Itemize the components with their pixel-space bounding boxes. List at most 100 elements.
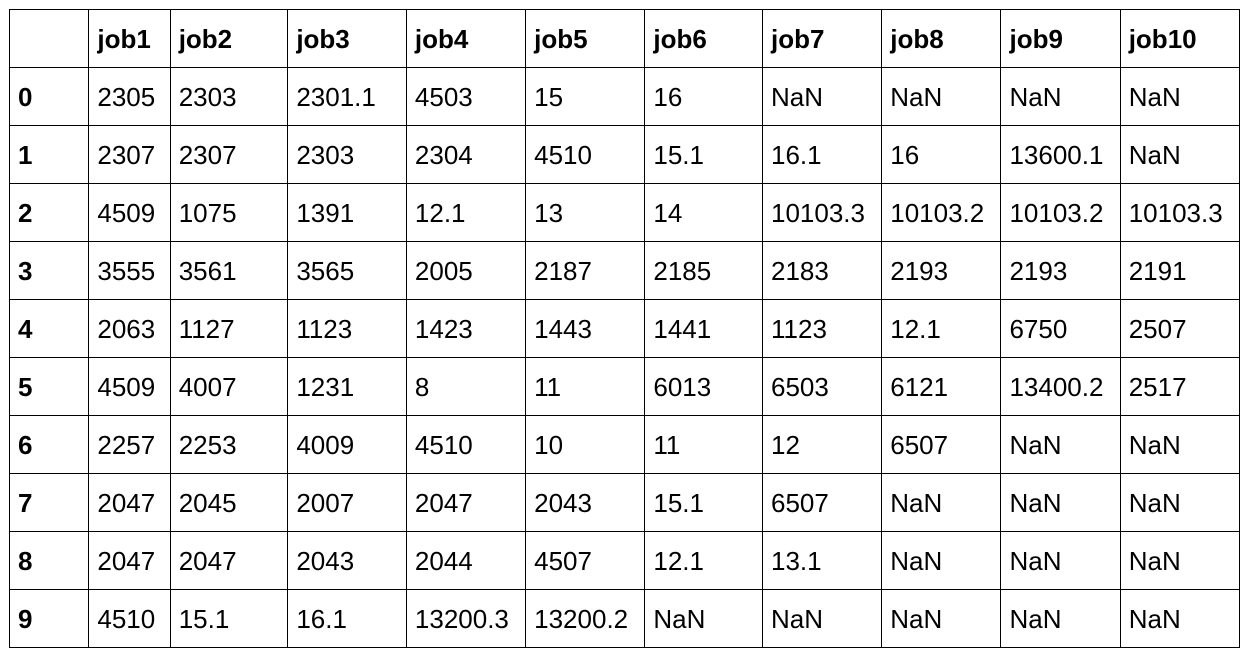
- column-header: job9: [1000, 9, 1121, 68]
- table-cell: 15.1: [169, 589, 289, 648]
- table-cell: 2047: [88, 473, 171, 532]
- table-cell: 3565: [287, 241, 407, 300]
- index-header: [8, 9, 90, 68]
- table-row: 0 2305 2303 2301.1 4503 15 16 NaN NaN NaN NaN: [8, 67, 1240, 126]
- table-cell: 1231: [287, 357, 407, 416]
- table-cell: NaN: [1119, 589, 1240, 648]
- table-row: 3 3555 3561 3565 2005 2187 2185 2183 2193 2193 219…: [8, 241, 1240, 300]
- table-cell: 4007: [169, 357, 289, 416]
- table-cell: 14: [644, 183, 763, 242]
- table-cell: 13.1: [761, 531, 883, 590]
- table-cell: 6121: [881, 357, 1002, 416]
- row-index: 4: [8, 299, 90, 358]
- table-cell: 4510: [88, 589, 171, 648]
- table-row: 1 2307 2307 2303 2304 4510 15.1 16.1 16 13600.1 Na…: [8, 125, 1240, 184]
- table-cell: 10103.3: [1119, 183, 1240, 242]
- table-cell: 1391: [287, 183, 407, 242]
- table-cell: 12.1: [644, 531, 763, 590]
- table-cell: 11: [644, 415, 763, 474]
- table-cell: 2301.1: [287, 67, 407, 126]
- table-cell: 1423: [405, 299, 527, 358]
- table-cell: 1127: [169, 299, 289, 358]
- table-cell: 2045: [169, 473, 289, 532]
- row-index: 9: [8, 589, 90, 648]
- table-cell: NaN: [1000, 473, 1121, 532]
- table-cell: 16.1: [761, 125, 883, 184]
- table-cell: 10103.2: [881, 183, 1002, 242]
- dataframe-table: job1 job2 job3 job4 job5 job6 job7 job8 …: [8, 9, 1240, 648]
- table-cell: 2305: [88, 67, 171, 126]
- table-cell: 15.1: [644, 125, 763, 184]
- table-cell: 2063: [88, 299, 171, 358]
- table-cell: 2307: [88, 125, 171, 184]
- table-cell: 4510: [525, 125, 646, 184]
- table-cell: 2005: [405, 241, 527, 300]
- table-cell: 10103.2: [1000, 183, 1121, 242]
- table-cell: 2047: [405, 473, 527, 532]
- table-cell: NaN: [1000, 531, 1121, 590]
- table-cell: 2307: [169, 125, 289, 184]
- row-index: 3: [8, 241, 90, 300]
- table-cell: 11: [525, 357, 646, 416]
- table-cell: 1075: [169, 183, 289, 242]
- column-header: job1: [88, 9, 171, 68]
- table-cell: 4507: [525, 531, 646, 590]
- table-cell: 2517: [1119, 357, 1240, 416]
- table-cell: 13600.1: [1000, 125, 1121, 184]
- table-cell: 2303: [287, 125, 407, 184]
- table-cell: 2191: [1119, 241, 1240, 300]
- table-cell: 2043: [287, 531, 407, 590]
- table-cell: 6503: [761, 357, 883, 416]
- column-header: job6: [644, 9, 763, 68]
- table-cell: 2253: [169, 415, 289, 474]
- table-cell: 13400.2: [1000, 357, 1121, 416]
- row-index: 2: [8, 183, 90, 242]
- table-cell: NaN: [1000, 415, 1121, 474]
- table-cell: 15.1: [644, 473, 763, 532]
- table-row: 7 2047 2045 2007 2047 2043 15.1 6507 NaN NaN NaN: [8, 473, 1240, 532]
- table-row: 6 2257 2253 4009 4510 10 11 12 6507 NaN NaN: [8, 415, 1240, 474]
- table-cell: NaN: [881, 531, 1002, 590]
- row-index: 8: [8, 531, 90, 590]
- column-header: job3: [287, 9, 407, 68]
- table-cell: NaN: [881, 67, 1002, 126]
- table-cell: 2303: [169, 67, 289, 126]
- table-cell: 2193: [1000, 241, 1121, 300]
- table-cell: 6013: [644, 357, 763, 416]
- column-header: job7: [761, 9, 883, 68]
- table-cell: NaN: [1000, 67, 1121, 126]
- column-header: job8: [881, 9, 1002, 68]
- table-cell: NaN: [881, 589, 1002, 648]
- table-row: 2 4509 1075 1391 12.1 13 14 10103.3 10103.2 10103…: [8, 183, 1240, 242]
- table-body: 0 2305 2303 2301.1 4503 15 16 NaN NaN NaN NaN 1 2307…: [8, 67, 1240, 648]
- table-row: 8 2047 2047 2043 2044 4507 12.1 13.1 NaN NaN NaN: [8, 531, 1240, 590]
- table-cell: 12.1: [881, 299, 1002, 358]
- table-cell: 2507: [1119, 299, 1240, 358]
- table-cell: 13: [525, 183, 646, 242]
- table-cell: NaN: [1119, 473, 1240, 532]
- table-row: 5 4509 4007 1231 8 11 6013 6503 6121 13400.2 2517: [8, 357, 1240, 416]
- table-cell: 12.1: [405, 183, 527, 242]
- table-cell: NaN: [1119, 415, 1240, 474]
- table-cell: 16: [881, 125, 1002, 184]
- table-cell: 2047: [88, 531, 171, 590]
- table-cell: 6507: [881, 415, 1002, 474]
- table-cell: 2044: [405, 531, 527, 590]
- table-cell: NaN: [1119, 125, 1240, 184]
- table-cell: 2304: [405, 125, 527, 184]
- table-cell: 6507: [761, 473, 883, 532]
- table-cell: 2193: [881, 241, 1002, 300]
- table-cell: 1443: [525, 299, 646, 358]
- row-index: 0: [8, 67, 90, 126]
- table-cell: 2185: [644, 241, 763, 300]
- table-cell: 16: [644, 67, 763, 126]
- header-row: job1 job2 job3 job4 job5 job6 job7 job8 …: [8, 9, 1240, 68]
- column-header: job5: [525, 9, 646, 68]
- table-cell: 10103.3: [761, 183, 883, 242]
- table-cell: 4509: [88, 183, 171, 242]
- table-cell: 3555: [88, 241, 171, 300]
- table-cell: 2007: [287, 473, 407, 532]
- table-cell: 4509: [88, 357, 171, 416]
- table-cell: NaN: [761, 589, 883, 648]
- table-cell: 13200.2: [525, 589, 646, 648]
